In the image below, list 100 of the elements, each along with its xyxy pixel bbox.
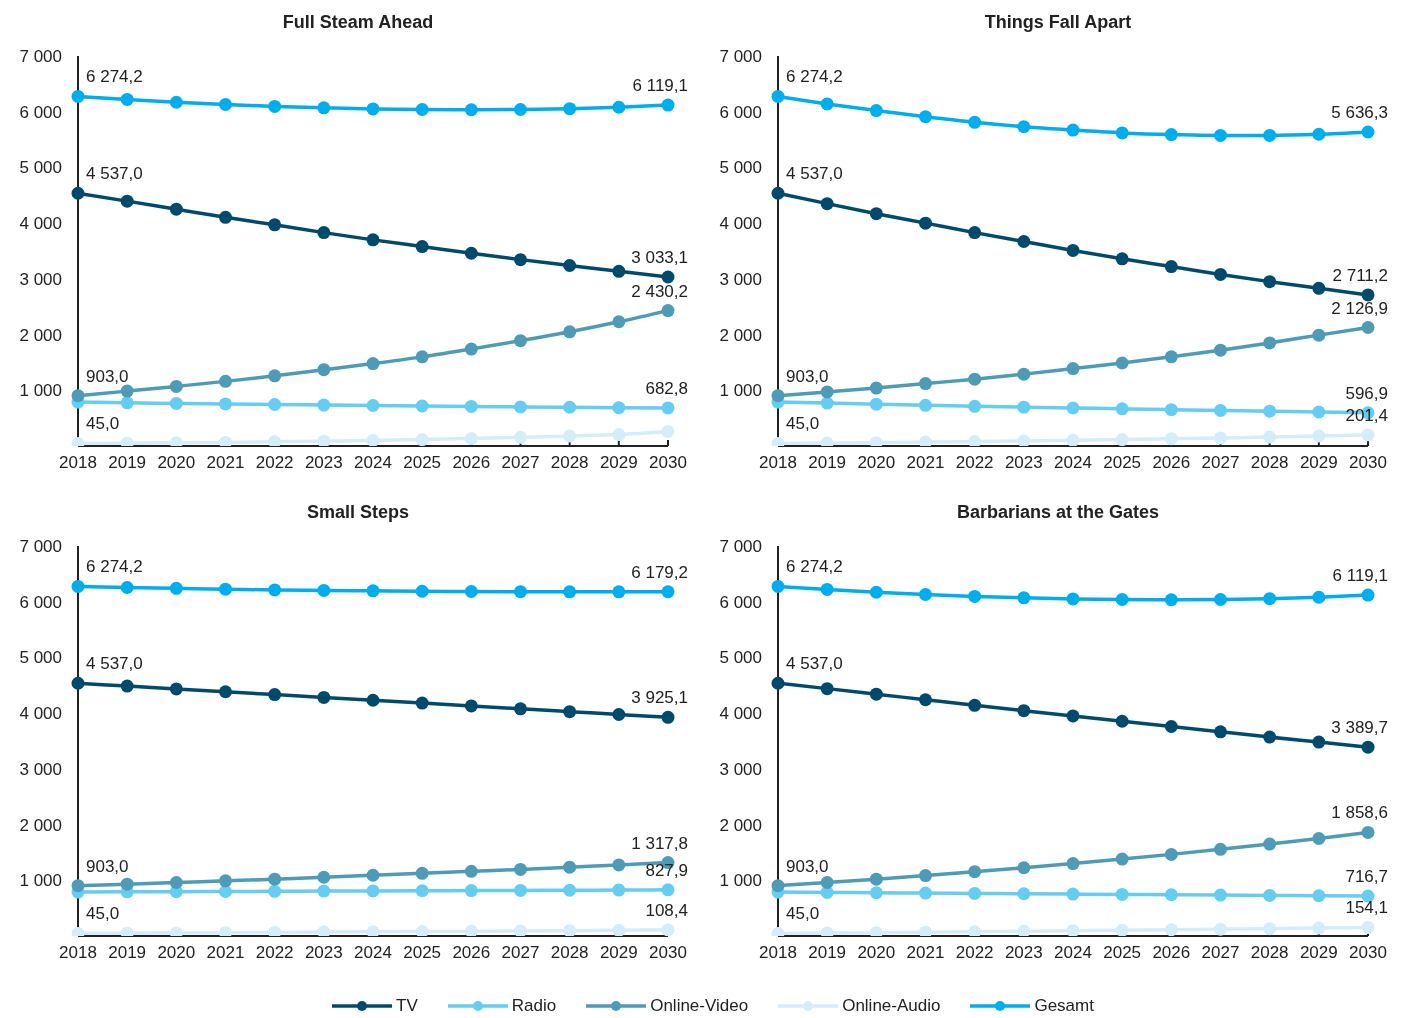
point	[1017, 120, 1031, 134]
point	[612, 264, 626, 278]
data-label: 4 537,0	[786, 164, 843, 184]
point	[169, 682, 183, 696]
point	[1115, 402, 1129, 416]
data-label: 108,4	[645, 900, 688, 920]
point	[771, 89, 785, 103]
data-label: 3 389,7	[1331, 718, 1388, 738]
x-tick-label: 2023	[1004, 453, 1043, 473]
point	[71, 186, 85, 200]
y-tick-label: 6 000	[19, 592, 62, 612]
y-tick-label: 4 000	[19, 704, 62, 724]
legend-label: Gesamt	[1034, 996, 1094, 1016]
y-tick-label: 7 000	[19, 47, 62, 67]
point	[612, 100, 626, 114]
y-tick-label: 3 000	[719, 759, 762, 779]
y-tick-label: 2 000	[19, 325, 62, 345]
legend-label: Online-Video	[650, 996, 749, 1016]
x-tick-label: 2028	[1250, 453, 1289, 473]
point	[1214, 431, 1227, 445]
y-tick-label: 3 000	[19, 269, 62, 289]
point	[415, 433, 429, 446]
point	[1164, 593, 1178, 607]
point	[120, 384, 134, 398]
x-tick-label: 2023	[304, 453, 343, 473]
point	[1115, 433, 1129, 446]
data-label: 6 119,1	[1332, 566, 1388, 586]
point	[968, 589, 982, 603]
x-tick-label: 2024	[1054, 943, 1092, 963]
data-label: 45,0	[786, 414, 820, 434]
y-tick-label: 6 000	[719, 592, 762, 612]
point	[514, 883, 527, 897]
data-label: 2 430,2	[631, 281, 688, 301]
data-label: 6 274,2	[786, 557, 843, 577]
point	[1115, 852, 1129, 866]
point	[268, 218, 282, 232]
x-tick-label: 2024	[354, 453, 392, 473]
data-label: 6 274,2	[86, 67, 143, 87]
x-tick-label: 2023	[304, 943, 343, 963]
point	[415, 866, 429, 880]
point	[1312, 328, 1326, 342]
data-label: 5 636,3	[1331, 102, 1388, 122]
point	[1214, 403, 1227, 417]
point	[169, 396, 183, 410]
x-tick-label: 2026	[1152, 943, 1191, 963]
y-tick-label: 1 000	[719, 381, 762, 401]
point	[1312, 889, 1326, 903]
point	[1263, 888, 1277, 902]
y-tick-label: 5 000	[19, 648, 62, 668]
point	[317, 884, 331, 898]
point	[1066, 401, 1080, 415]
y-tick-label: 4 000	[19, 214, 62, 234]
x-tick-label: 2021	[906, 453, 945, 473]
point	[1312, 127, 1326, 141]
point	[120, 581, 134, 595]
point	[968, 886, 982, 900]
point	[563, 585, 577, 599]
point	[219, 210, 232, 224]
point	[661, 304, 675, 318]
data-label: 903,0	[86, 366, 129, 386]
x-tick-label: 2021	[206, 943, 245, 963]
point	[771, 579, 785, 593]
point	[1361, 428, 1375, 442]
y-tick-label: 5 000	[719, 158, 762, 178]
point	[1017, 924, 1031, 936]
point	[366, 584, 380, 598]
point	[820, 582, 834, 596]
point	[1164, 128, 1178, 142]
point	[366, 868, 380, 882]
point	[169, 581, 183, 595]
point	[219, 374, 232, 388]
point	[1066, 362, 1080, 376]
data-label: 4 537,0	[786, 654, 843, 674]
point	[1115, 714, 1129, 728]
point	[317, 434, 331, 446]
point	[268, 583, 282, 597]
y-tick-label: 2 000	[719, 325, 762, 345]
point	[1115, 592, 1129, 606]
point	[514, 430, 527, 444]
point	[1361, 125, 1375, 139]
point	[771, 879, 785, 893]
point	[514, 862, 527, 876]
x-tick-label: 2019	[108, 453, 147, 473]
legend-label: Radio	[511, 996, 557, 1016]
point	[219, 874, 232, 888]
point	[71, 89, 85, 103]
x-tick-label: 2021	[906, 943, 945, 963]
point	[1066, 123, 1080, 137]
point	[1164, 720, 1178, 734]
point	[919, 377, 932, 391]
point	[219, 884, 232, 898]
x-tick-label: 2025	[1103, 943, 1142, 963]
point	[464, 431, 478, 445]
point	[219, 685, 232, 699]
point	[366, 357, 380, 371]
x-tick-label: 2027	[501, 453, 540, 473]
point	[919, 435, 932, 446]
point	[820, 876, 834, 890]
point	[317, 363, 331, 377]
point	[820, 682, 834, 696]
